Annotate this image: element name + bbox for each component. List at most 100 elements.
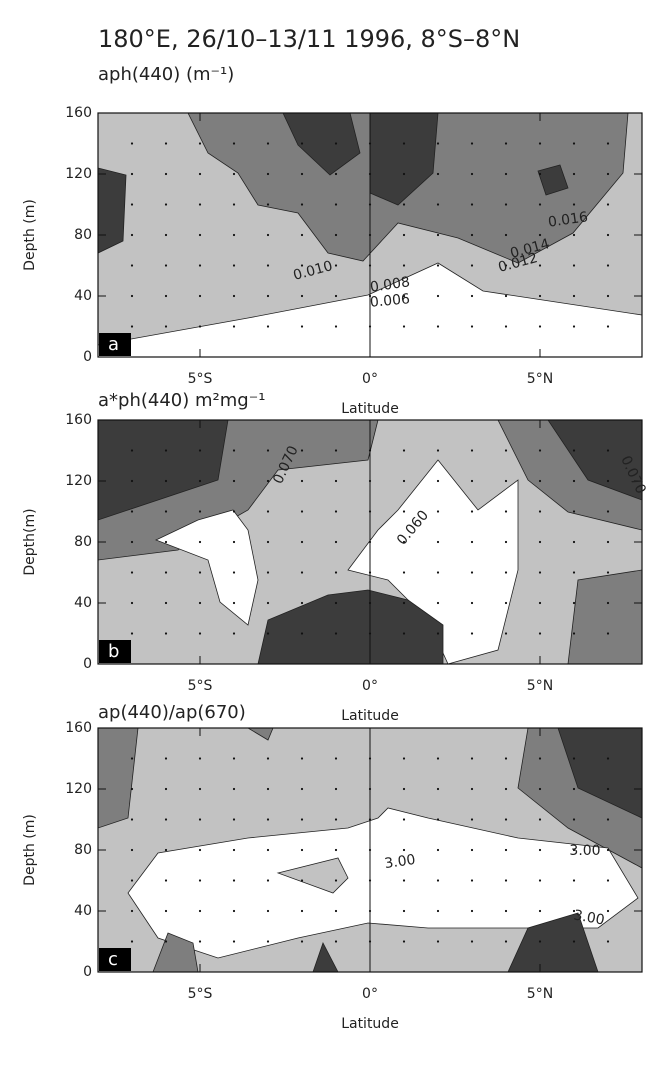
sample-dot [436, 879, 440, 882]
sample-dot [232, 233, 236, 237]
sample-dot [504, 818, 508, 821]
sample-dot [334, 940, 338, 943]
sample-dot [606, 203, 610, 206]
sample-dot [164, 325, 168, 328]
sample-dot [436, 632, 440, 635]
sample-dot [164, 818, 168, 821]
sample-dot [470, 294, 474, 298]
sample-dot [470, 818, 474, 821]
sample-dot [504, 632, 508, 635]
sample-dot [266, 233, 270, 237]
sample-dot [266, 479, 270, 483]
sample-dot [606, 601, 610, 605]
sample-dot [470, 909, 474, 913]
sample-dot [266, 571, 270, 574]
y-tick-label: 160 [65, 105, 92, 121]
sample-dot [538, 571, 542, 574]
contour-region [547, 420, 642, 501]
sample-dot [130, 294, 134, 298]
sample-dot [164, 479, 168, 483]
y-axis-label: Depth (m) [22, 814, 38, 886]
sample-dot [232, 449, 236, 452]
sample-dot [232, 818, 236, 821]
contour-label: 0.008 [369, 274, 411, 295]
contour-region [537, 164, 569, 196]
sample-dot [572, 203, 576, 206]
sample-dot [198, 571, 202, 574]
sample-dot [436, 909, 440, 913]
sample-dot [300, 510, 304, 513]
sample-dot [402, 909, 406, 913]
sample-dot [164, 540, 168, 544]
sample-dot [334, 909, 338, 913]
sample-dot [606, 479, 610, 483]
sample-dot [402, 325, 406, 328]
sample-dot [198, 818, 202, 821]
sample-dot [470, 172, 474, 176]
sample-dot [334, 449, 338, 452]
sample-dot [164, 233, 168, 237]
sample-dot [198, 233, 202, 237]
sample-dot [164, 879, 168, 882]
sample-dot [402, 571, 406, 574]
sample-dot [436, 940, 440, 943]
sample-dot [334, 233, 338, 237]
contour-label: 0.016 [547, 209, 589, 230]
sample-dot [606, 233, 610, 237]
contour-region [98, 728, 139, 829]
sample-dot [198, 142, 202, 145]
x-axis-label: Latitude [341, 708, 399, 724]
sample-dot [198, 879, 202, 882]
x-tick-label: 5°N [527, 371, 553, 387]
sample-dot [164, 940, 168, 943]
sample-dot [232, 940, 236, 943]
sample-dot [504, 909, 508, 913]
sample-dot [470, 233, 474, 237]
sample-dot [402, 172, 406, 176]
sample-dot [232, 479, 236, 483]
sample-dot [130, 142, 134, 145]
y-tick-label: 120 [65, 781, 92, 797]
sample-dot [504, 848, 508, 852]
sample-dot [436, 818, 440, 821]
sample-dot [334, 172, 338, 176]
contour-region [154, 509, 259, 626]
sample-dot [470, 264, 474, 267]
sample-dot [232, 909, 236, 913]
sample-dot [164, 294, 168, 298]
sample-dot [538, 233, 542, 237]
sample-dot [436, 510, 440, 513]
sample-dot [164, 510, 168, 513]
sample-dot [470, 449, 474, 452]
sample-dot [436, 540, 440, 544]
panel-title: aph(440) (m⁻¹) [98, 64, 234, 85]
contour-region [282, 113, 361, 176]
sample-dot [334, 601, 338, 605]
sample-dot [232, 172, 236, 176]
contour-region [257, 589, 444, 664]
sample-dot [470, 632, 474, 635]
sample-dot [334, 757, 338, 760]
sample-dot [300, 172, 304, 176]
sample-dot [334, 879, 338, 882]
x-tick-label: 0° [362, 678, 378, 694]
sample-dot [538, 325, 542, 328]
sample-dot [334, 787, 338, 791]
sample-dot [538, 601, 542, 605]
sample-dot [130, 848, 134, 852]
sample-dot [538, 818, 542, 821]
sample-dot [130, 449, 134, 452]
x-tick-label: 5°S [188, 371, 213, 387]
sample-dot [538, 940, 542, 943]
contour-region [247, 728, 274, 741]
sample-dot [164, 909, 168, 913]
sample-dot [266, 449, 270, 452]
sample-dot [572, 848, 576, 852]
sample-dot [436, 142, 440, 145]
sample-dot [164, 571, 168, 574]
sample-dot [232, 294, 236, 298]
sample-dot [606, 325, 610, 328]
y-tick-label: 80 [74, 227, 92, 243]
sample-dot [334, 264, 338, 267]
x-tick-label: 0° [362, 986, 378, 1002]
